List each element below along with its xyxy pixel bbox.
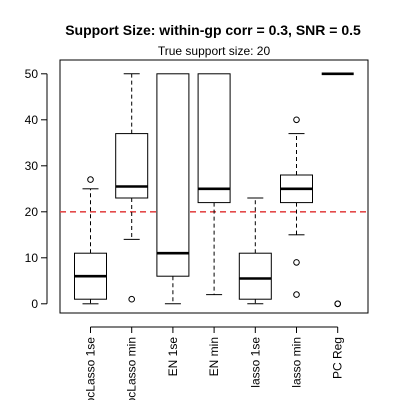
outlier-point [293,116,300,124]
x-axis: pcLasso 1se pcLasso min EN 1se EN min lasso … [84,326,345,400]
y-tick-label: 50 [25,67,39,81]
box-iqr [238,252,272,300]
box-group [280,116,313,298]
boxes-layer [74,72,354,308]
y-tick-label: 10 [25,251,39,265]
x-tick-label: lasso 1se [248,337,262,388]
box-iqr [197,73,231,204]
chart-title: Support Size: within-gp corr = 0.3, SNR … [65,22,361,38]
box-group [115,73,149,303]
outlier-point [293,259,300,266]
outlier-point [293,291,300,298]
box-group [238,197,272,305]
x-tick-label: pcLasso min [125,337,139,400]
outlier-point [334,300,342,308]
x-tick-label: lasso min [290,337,304,388]
outlier-point [87,176,94,183]
y-axis: 0 10 20 30 40 50 [25,67,48,311]
box-group [156,73,190,305]
x-tick-label: EN 1se [166,337,180,377]
y-tick-label: 20 [25,205,39,219]
chart-subtitle: True support size: 20 [158,44,271,58]
box-group [321,72,354,308]
outlier-point [128,295,135,303]
plot-frame [59,59,369,314]
box-group [74,176,107,305]
y-tick-label: 40 [25,113,39,127]
box-iqr [156,73,190,277]
box-group [197,73,231,296]
x-tick-label: EN min [207,337,221,376]
y-tick-label: 30 [25,159,39,173]
x-tick-label: PC Reg [331,337,345,379]
x-tick-label: pcLasso 1se [84,337,98,400]
y-tick-label: 0 [31,297,38,311]
box-iqr [115,133,149,199]
